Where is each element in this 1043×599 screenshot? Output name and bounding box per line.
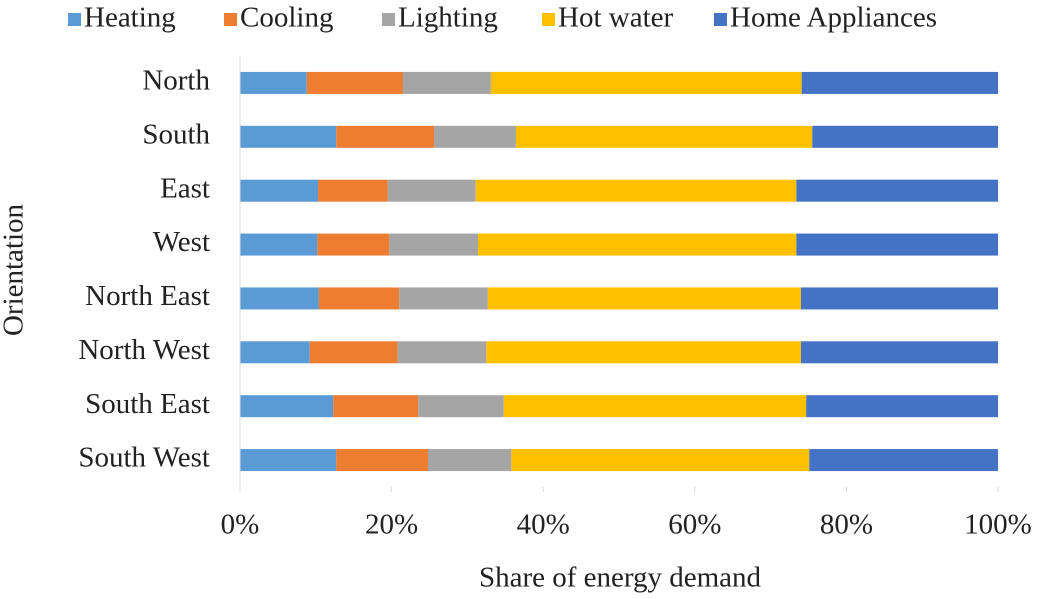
bar-segment [397,341,487,364]
bar-segment [402,71,491,94]
bar-segment [387,179,476,202]
bar-segment [318,287,400,310]
bar-segment [801,71,998,94]
x-tick-label: 60% [668,509,721,541]
bar-segment [240,341,310,364]
y-tick-label: South West [78,442,210,474]
bar-segment [389,233,479,256]
bar-segment [318,179,388,202]
bar-segment [317,233,390,256]
y-tick-label: South [142,118,210,150]
bar-segment [503,395,807,418]
y-tick-label: North West [78,334,210,366]
legend-label: Cooling [240,2,333,34]
bar-segment [434,125,516,148]
legend-label: Lighting [398,2,498,34]
y-tick-label: South East [85,388,210,420]
bar-segment [800,341,998,364]
bar-segment [427,449,512,472]
y-tick-label: North [142,65,210,97]
legend-label: Hot water [558,2,673,34]
x-tick-label: 80% [820,509,873,541]
x-tick-label: 0% [221,509,260,541]
x-tick-label: 40% [517,509,570,541]
bar-segment [309,341,398,364]
x-tick-label: 100% [964,509,1032,541]
bar-segment [240,71,307,94]
bar-segment [240,395,334,418]
bar-segment [418,395,504,418]
y-tick-label: North East [85,280,210,312]
bar-segment [336,125,435,148]
legend-swatch [714,13,727,26]
bar-segment [240,179,319,202]
bar-segment [240,287,319,310]
bar-segment [515,125,813,148]
bar-segment [809,449,998,472]
bar-segment [806,395,998,418]
bar-segment [487,287,801,310]
bar-segment [478,233,797,256]
bar-segment [796,179,998,202]
legend-swatch [68,13,81,26]
legend-swatch [542,13,555,26]
legend-label: Home Appliances [730,2,937,34]
bar-segment [240,449,337,472]
legend-label: Heating [84,2,176,34]
y-tick-label: West [153,226,210,258]
bar-segment [240,125,337,148]
bar-segment [800,287,998,310]
bar-segment [399,287,488,310]
bar-segment [796,233,998,256]
bar-segment [475,179,797,202]
legend-swatch [382,13,395,26]
bar-segment [333,395,419,418]
x-tick-label: 20% [365,509,418,541]
x-axis-title: Share of energy demand [479,562,762,594]
bar-segment [336,449,428,472]
legend-swatch [224,13,237,26]
bar-segment [486,341,801,364]
bar-segment [511,449,810,472]
bar-segment [490,71,802,94]
bar-segment [812,125,998,148]
y-tick-label: East [160,172,210,204]
bar-segment [306,71,403,94]
bar-segment [240,233,318,256]
y-axis-title: Orientation [0,203,30,336]
